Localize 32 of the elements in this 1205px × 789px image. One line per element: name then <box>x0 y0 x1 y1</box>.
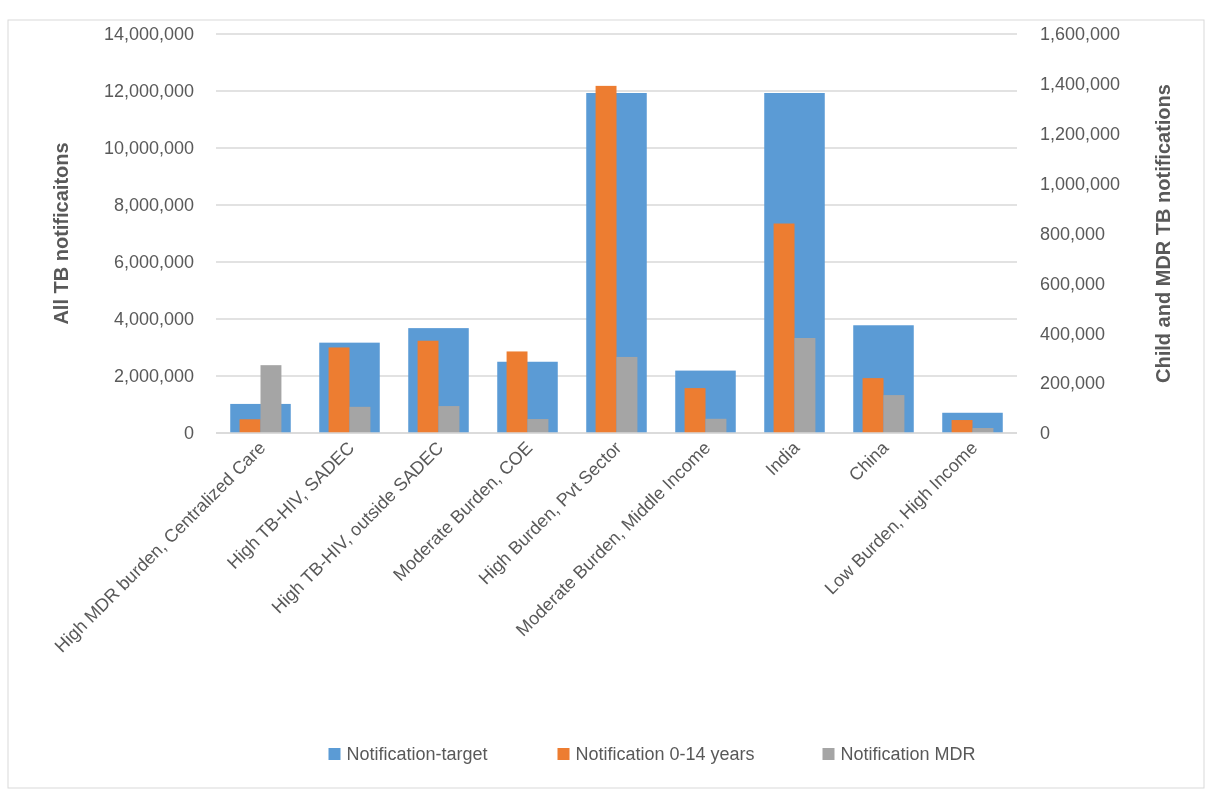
y-tick-label: 14,000,000 <box>103 24 194 45</box>
y-tick-label: 2,000,000 <box>113 366 194 387</box>
y-tick-label: 6,000,000 <box>113 252 194 273</box>
bar <box>239 419 261 433</box>
y2-tick-label: 1,200,000 <box>1040 124 1121 145</box>
bar <box>349 406 371 433</box>
y2-tick-label: 1,400,000 <box>1040 74 1121 95</box>
y2-tick-label: 600,000 <box>1040 273 1106 294</box>
y2-axis-title: Child and MDR TB notifications <box>1152 84 1174 383</box>
bar <box>616 356 638 433</box>
y2-tick-label: 1,000,000 <box>1040 173 1121 194</box>
bar <box>951 420 973 433</box>
y2-tick-label: 200,000 <box>1040 373 1106 394</box>
y2-tick-label: 800,000 <box>1040 223 1106 244</box>
y-axis-title: All TB notificaitons <box>50 142 72 325</box>
y2-tick-label: 0 <box>1040 423 1051 444</box>
y2-tick-label: 1,600,000 <box>1040 24 1121 45</box>
bar <box>438 406 460 433</box>
bar <box>794 337 816 433</box>
bar <box>684 388 706 433</box>
y-tick-label: 8,000,000 <box>113 195 194 216</box>
y-tick-label: 4,000,000 <box>113 309 194 330</box>
y2-tick-label: 400,000 <box>1040 323 1106 344</box>
y-tick-label: 12,000,000 <box>103 81 194 102</box>
legend-label: Notification-target <box>346 744 488 765</box>
bar <box>773 223 795 433</box>
y-tick-label: 0 <box>183 423 194 444</box>
y-tick-label: 10,000,000 <box>103 138 194 159</box>
legend-label: Notification MDR <box>840 744 976 765</box>
legend-label: Notification 0-14 years <box>575 744 755 765</box>
bar <box>883 395 905 433</box>
bar <box>862 378 884 433</box>
